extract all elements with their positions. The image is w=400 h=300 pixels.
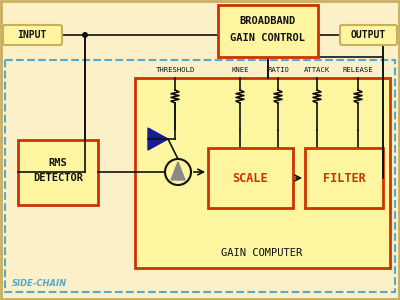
Text: RELEASE: RELEASE <box>343 67 373 73</box>
Circle shape <box>165 159 191 185</box>
Text: KNEE: KNEE <box>231 67 249 73</box>
Text: GAIN COMPUTER: GAIN COMPUTER <box>221 248 303 258</box>
Text: BROADBAND: BROADBAND <box>240 16 296 26</box>
Text: DETECTOR: DETECTOR <box>33 173 83 183</box>
Bar <box>135 78 390 268</box>
Text: RMS: RMS <box>49 158 67 168</box>
Bar <box>305 148 383 208</box>
Text: SIDE-CHAIN: SIDE-CHAIN <box>12 279 67 288</box>
Text: FILTER: FILTER <box>323 172 365 184</box>
Polygon shape <box>171 162 185 180</box>
Bar <box>218 5 318 57</box>
FancyBboxPatch shape <box>340 25 397 45</box>
Polygon shape <box>148 128 168 150</box>
Bar <box>208 148 293 208</box>
Text: THRESHOLD: THRESHOLD <box>155 67 195 73</box>
Bar <box>18 140 98 205</box>
Text: INPUT: INPUT <box>17 30 47 40</box>
Text: ATTACK: ATTACK <box>304 67 330 73</box>
Bar <box>5 60 395 292</box>
FancyBboxPatch shape <box>3 25 62 45</box>
Text: OUTPUT: OUTPUT <box>350 30 386 40</box>
Circle shape <box>82 32 88 38</box>
Text: SCALE: SCALE <box>232 172 268 184</box>
Text: GAIN CONTROL: GAIN CONTROL <box>230 33 306 43</box>
Text: RATIO: RATIO <box>267 67 289 73</box>
